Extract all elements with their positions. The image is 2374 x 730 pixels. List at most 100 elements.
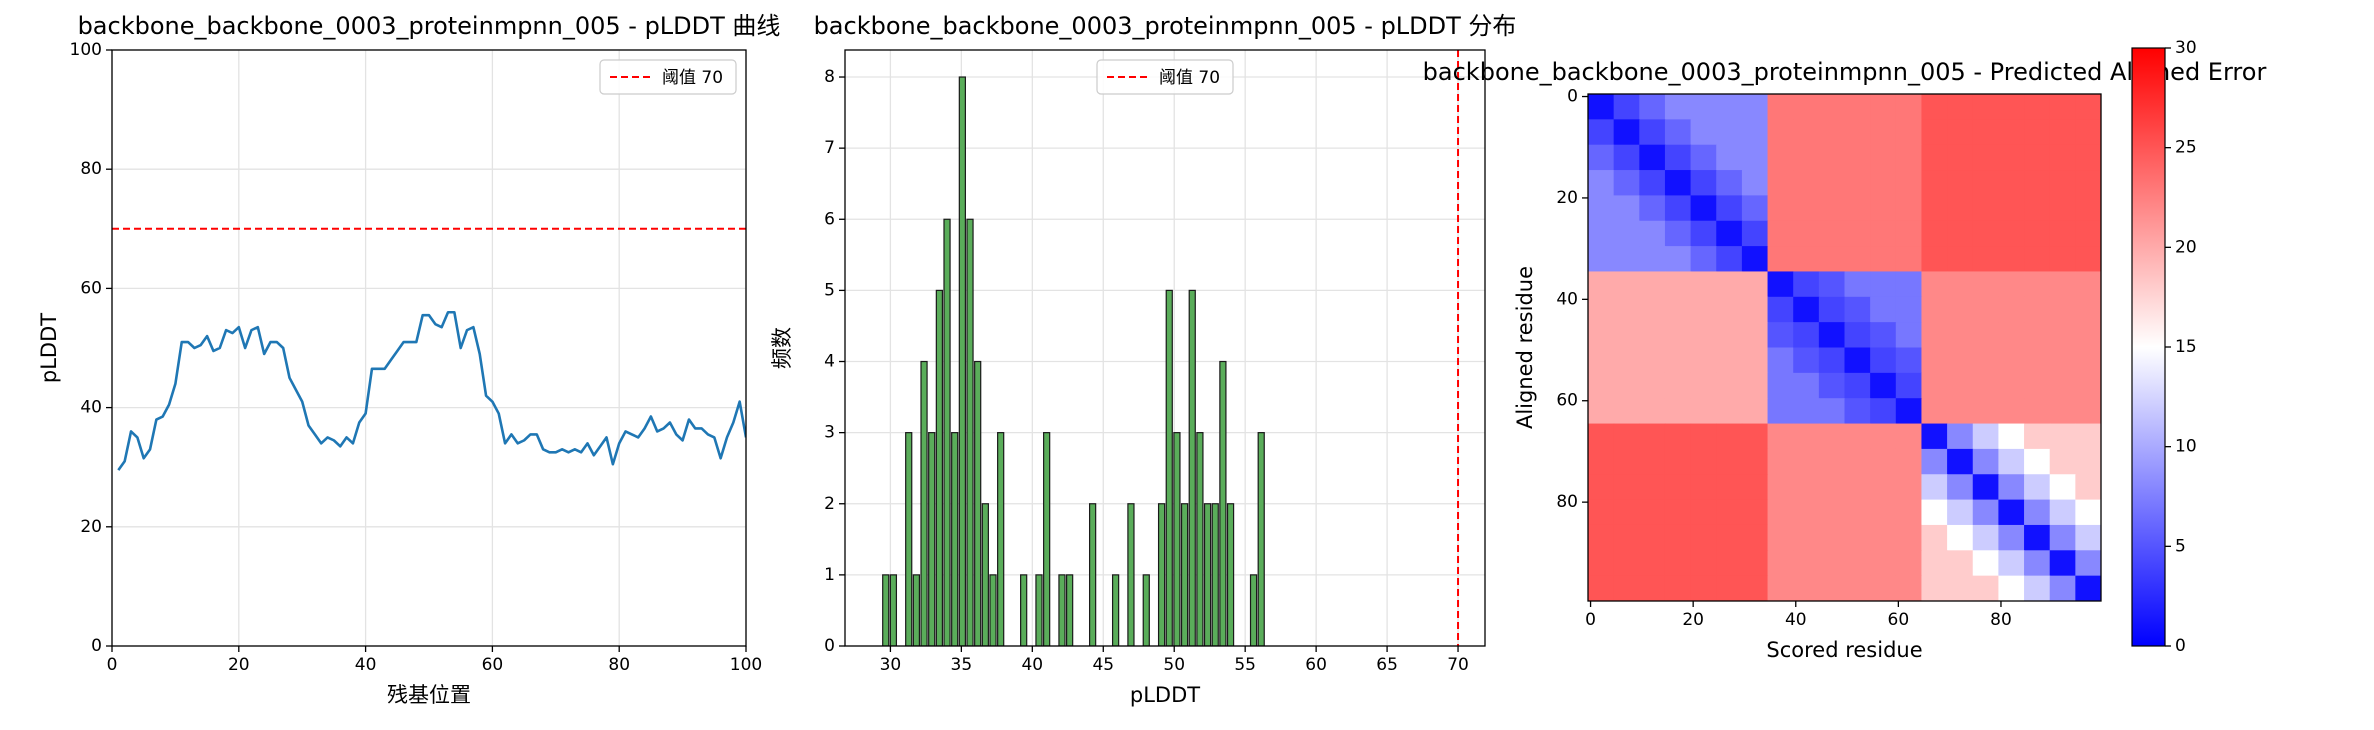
heatmap-cell (2024, 347, 2051, 374)
heatmap-cell (1793, 271, 1820, 298)
heatmap-cell (1741, 372, 1769, 399)
heatmap-cell (1767, 322, 1794, 349)
heatmap-cell (2049, 398, 2076, 425)
heatmap-cell (1613, 372, 1640, 399)
heatmap-cell (1895, 246, 1923, 273)
x-tick-label: 40 (1785, 610, 1807, 630)
heatmap-cell (1972, 246, 1999, 273)
heatmap-cell (1716, 119, 1743, 146)
heatmap-cell (1588, 398, 1615, 425)
heatmap-cell (1972, 398, 1999, 425)
heatmap-cell (2024, 170, 2051, 196)
heatmap-cell (1716, 170, 1743, 196)
heatmap-cell (1767, 271, 1794, 298)
heatmap-cell (1767, 398, 1794, 425)
heatmap-cell (1844, 372, 1871, 399)
heatmap-cell (2049, 474, 2076, 501)
heatmap-cell (1613, 246, 1640, 273)
heatmap-cell (1998, 499, 2025, 526)
x-tick-label: 20 (228, 655, 250, 675)
heatmap-cell (1767, 195, 1794, 222)
heatmap-cell (1664, 550, 1692, 577)
heatmap-cell (2075, 524, 2101, 551)
heatmap-cell (1870, 119, 1897, 146)
heatmap-cell (1690, 144, 1717, 171)
heatmap-cell (2075, 398, 2101, 425)
heatmap-cell (1895, 398, 1923, 425)
heatmap-cell (1921, 448, 1948, 475)
heatmap-cell (2049, 246, 2076, 273)
heatmap-cell (1870, 347, 1897, 374)
heatmap-cell (2024, 322, 2051, 349)
heatmap-cell (1613, 474, 1640, 501)
y-axis-label: 频数 (770, 327, 794, 369)
bar (1173, 432, 1181, 646)
heatmap-cell (1972, 550, 1999, 577)
line (117, 310, 746, 471)
heatmap-cell (1998, 94, 2025, 120)
chart-title: backbone_backbone_0003_proteinmpnn_005 -… (78, 12, 781, 40)
heatmap-cell (1844, 170, 1871, 196)
heatmap-cell (1818, 246, 1846, 273)
heatmap-cell (1870, 575, 1897, 601)
heatmap-cell (1793, 296, 1820, 323)
heatmap-cell (2024, 144, 2051, 171)
heatmap-cell (1716, 448, 1743, 475)
heatmap-cell (1716, 144, 1743, 171)
heatmap-cell (1588, 448, 1615, 475)
colorbar (2131, 47, 2166, 647)
heatmap-cell (1690, 94, 1717, 120)
bar (882, 574, 890, 646)
axes-frame (111, 49, 747, 647)
heatmap-cell (1921, 423, 1948, 450)
heatmap-cell (2024, 474, 2051, 501)
heatmap-cell (1716, 195, 1743, 222)
colorbar-tick-label: 20 (2175, 237, 2197, 257)
heatmap-cell (1613, 119, 1640, 146)
heatmap-cell (1664, 423, 1692, 450)
heatmap-cell (2049, 524, 2076, 551)
heatmap-cell (1793, 195, 1820, 222)
x-axis-label: pLDDT (1130, 683, 1200, 707)
heatmap-cell (1870, 246, 1897, 273)
heatmap-cell (1639, 144, 1666, 171)
heatmap-cell (2024, 195, 2051, 222)
heatmap-cell (1972, 296, 1999, 323)
heatmap-cell (1690, 195, 1717, 222)
heatmap-cell (1741, 144, 1769, 171)
heatmap-cell (1664, 474, 1692, 501)
heatmap-cell (1664, 347, 1692, 374)
heatmap-cell (1870, 296, 1897, 323)
heatmap-cell (1921, 220, 1948, 247)
y-tick-label: 80 (1556, 492, 1578, 512)
heatmap-cell (1947, 94, 1974, 120)
heatmap-cell (1947, 575, 1974, 601)
heatmap-cell (2075, 448, 2101, 475)
heatmap-cell (1818, 372, 1846, 399)
heatmap-cell (1639, 372, 1666, 399)
heatmap-cell (1972, 499, 1999, 526)
heatmap-cell (1767, 144, 1794, 171)
heatmap-cell (1818, 575, 1846, 601)
heatmap-cell (1613, 94, 1640, 120)
heatmap-cell (1998, 423, 2025, 450)
heatmap-cell (1844, 119, 1871, 146)
heatmap-cell (2024, 524, 2051, 551)
heatmap-cell (1690, 296, 1717, 323)
heatmap-cell (1818, 271, 1846, 298)
heatmap-cell (1972, 170, 1999, 196)
heatmap-cell (1947, 398, 1974, 425)
heatmap-cell (1895, 474, 1923, 501)
heatmap-cell (1921, 322, 1948, 349)
heatmap-cell (1588, 347, 1615, 374)
heatmap-cell (2024, 448, 2051, 475)
heatmap-cell (1998, 296, 2025, 323)
heatmap-cell (1664, 398, 1692, 425)
legend-label: 阈值 70 (662, 68, 723, 88)
heatmap-cell (1639, 296, 1666, 323)
heatmap-cell (2049, 448, 2076, 475)
y-tick-label: 8 (824, 67, 835, 87)
y-tick-label: 0 (91, 636, 102, 656)
heatmap-cell (1895, 347, 1923, 374)
